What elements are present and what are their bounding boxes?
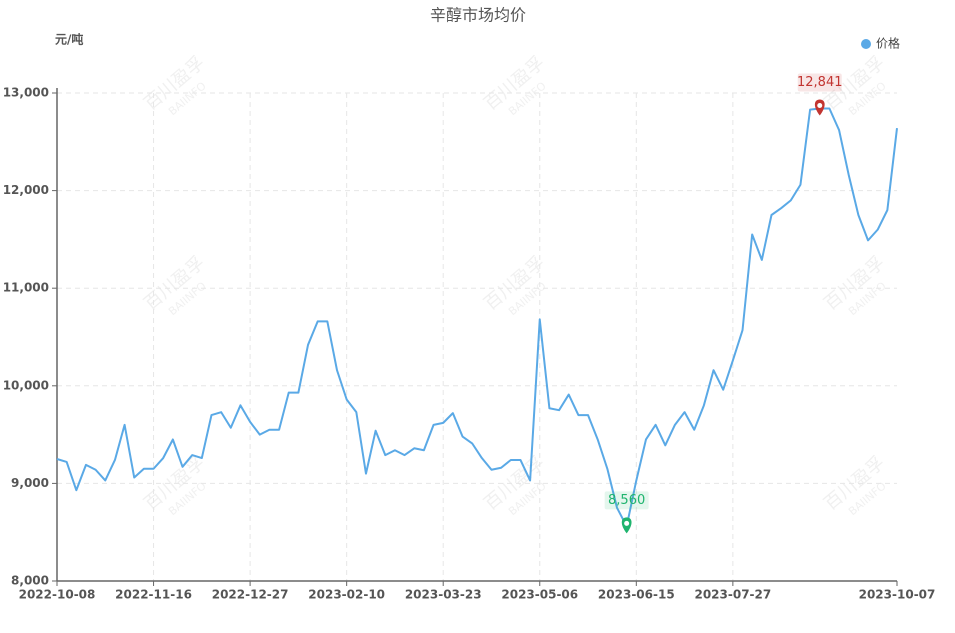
point-label: 8,560 bbox=[608, 493, 645, 508]
line-series bbox=[56, 107, 898, 528]
chart-title: 辛醇市场均价 bbox=[430, 6, 526, 25]
y-axis-label: 元/吨 bbox=[55, 32, 83, 47]
y-tick-label: 11,000 bbox=[3, 281, 49, 295]
legend-label: 价格 bbox=[876, 36, 900, 51]
label-bg bbox=[604, 491, 649, 510]
y-tick-label: 9,000 bbox=[11, 476, 49, 490]
y-tick-label: 13,000 bbox=[3, 86, 49, 100]
x-tick-label: 2023-05-06 bbox=[501, 588, 578, 602]
y-tick-label: 8,000 bbox=[11, 574, 49, 588]
y-tick-label: 12,000 bbox=[3, 183, 49, 197]
x-tick-label: 2022-12-27 bbox=[212, 588, 289, 602]
pin-dot bbox=[817, 103, 823, 109]
label-bg bbox=[797, 73, 842, 92]
y-tick-label: 10,000 bbox=[3, 378, 49, 392]
x-tick-label: 2023-07-27 bbox=[694, 588, 771, 602]
point-label: 12,841 bbox=[797, 75, 843, 90]
x-tick-label: 2023-10-07 bbox=[859, 588, 936, 602]
x-tick-label: 2022-11-16 bbox=[115, 588, 192, 602]
x-tick-label: 2023-02-10 bbox=[308, 588, 385, 602]
legend-marker bbox=[861, 39, 871, 49]
pin-dot bbox=[624, 520, 630, 526]
x-tick-label: 2023-03-23 bbox=[405, 588, 482, 602]
x-tick-label: 2022-10-08 bbox=[19, 588, 96, 602]
x-tick-label: 2023-06-15 bbox=[598, 588, 675, 602]
